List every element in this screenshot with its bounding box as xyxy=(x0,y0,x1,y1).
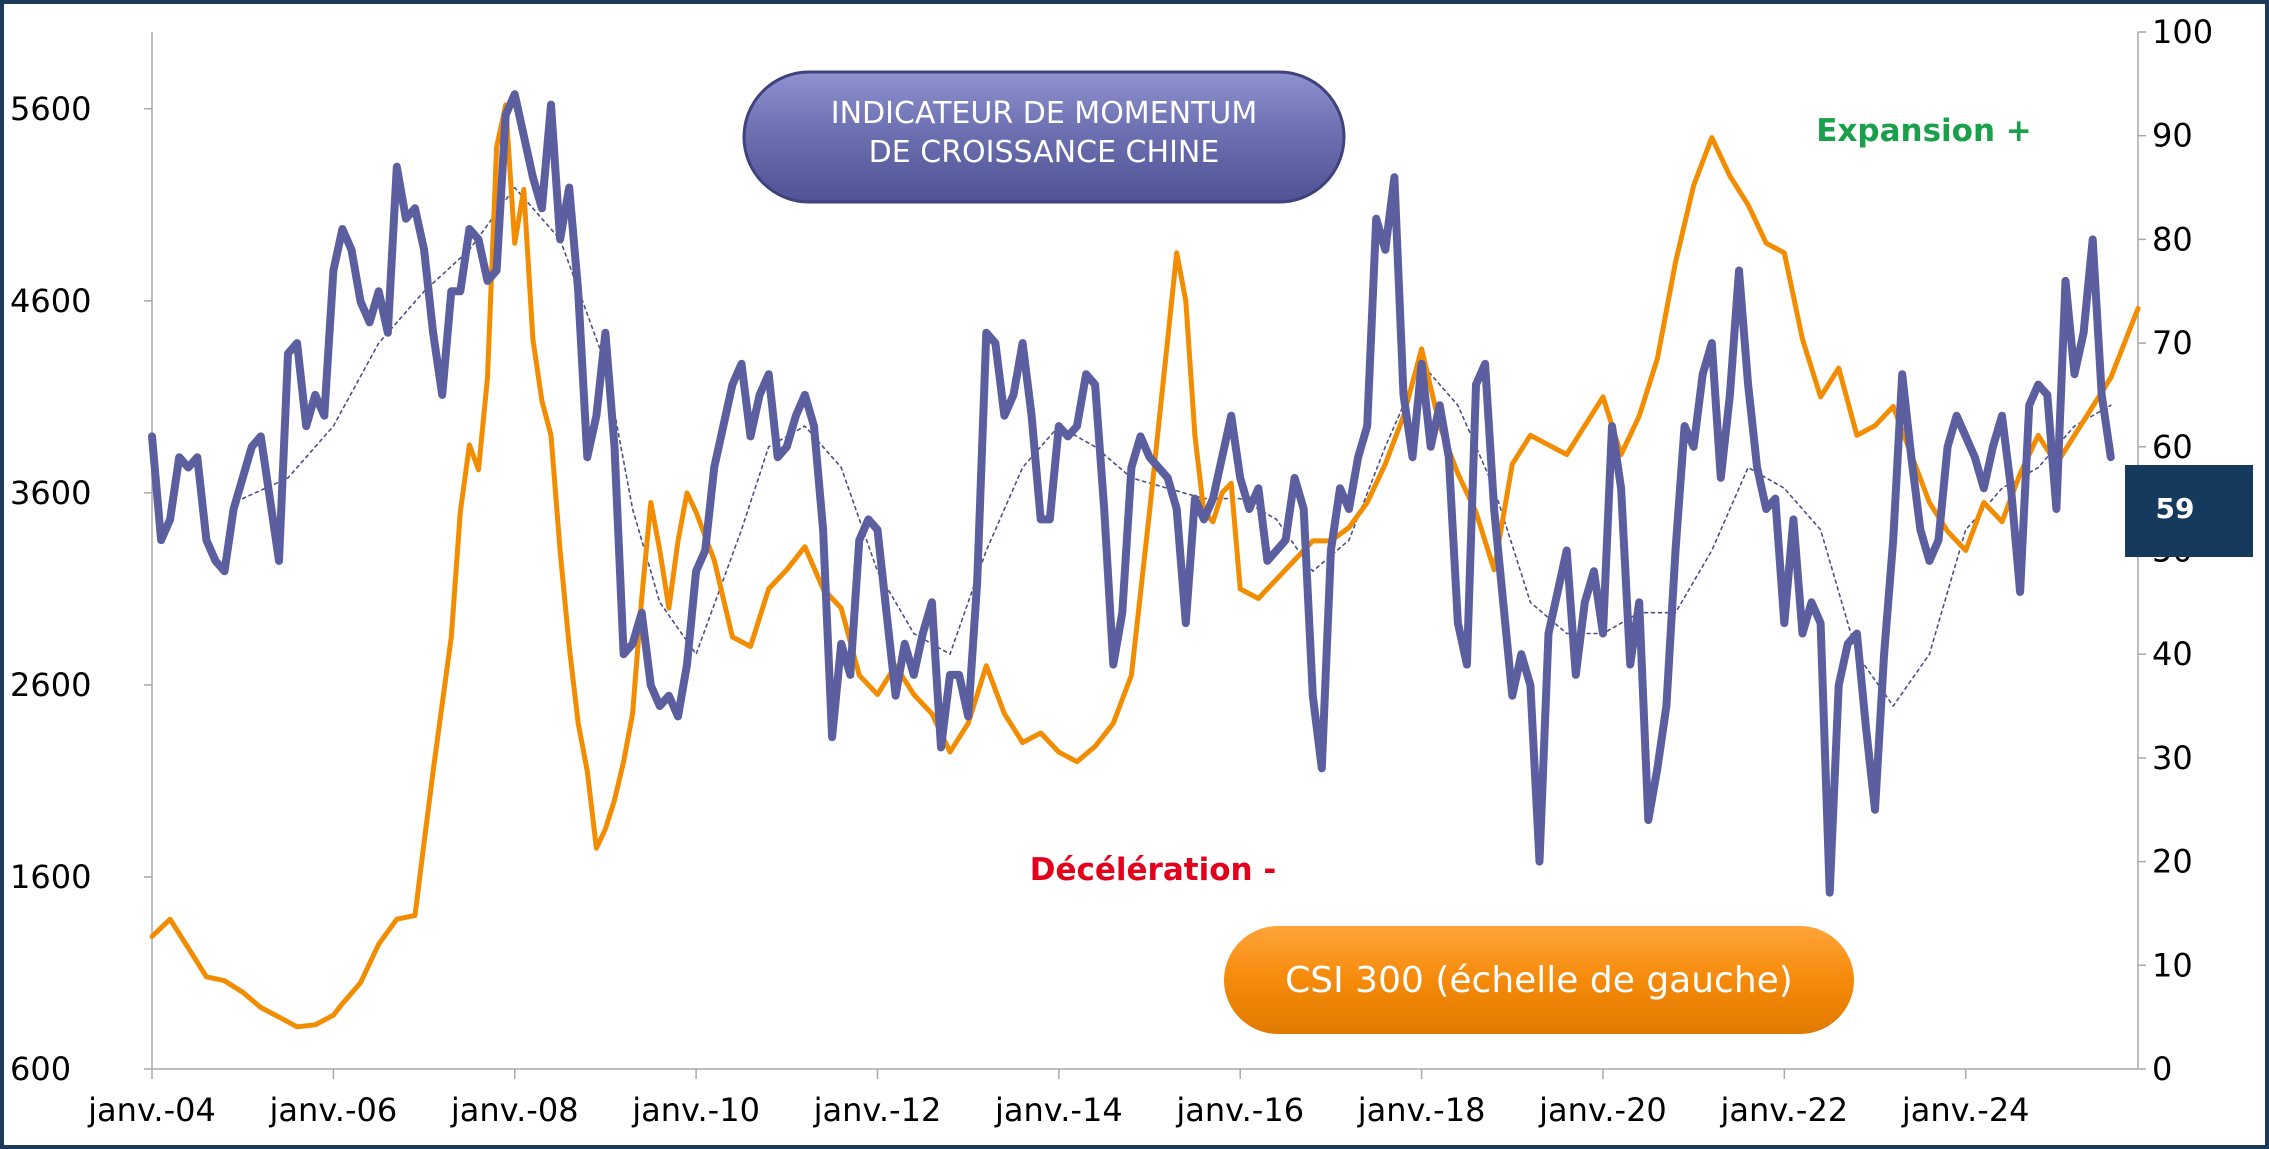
y-right-tick-label: 40 xyxy=(2152,635,2193,673)
x-tick-label: janv.-08 xyxy=(450,1091,579,1129)
axes: 6001600260036004600560001020304050607080… xyxy=(10,13,2213,1129)
y-right-tick-label: 60 xyxy=(2152,428,2193,466)
series-line-csi300 xyxy=(149,102,2141,1030)
x-tick-label: janv.-22 xyxy=(1719,1091,1848,1129)
y-left-tick-label: 3600 xyxy=(10,474,91,512)
y-right-tick-label: 0 xyxy=(2152,1050,2172,1088)
series-label-text: CSI 300 (échelle de gauche) xyxy=(1285,960,1793,1001)
x-tick-label: janv.-20 xyxy=(1538,1091,1667,1129)
annotation-deceleration: Décélération - xyxy=(1030,852,1277,888)
latest-value-text: 59 xyxy=(2156,492,2195,525)
y-left-tick-label: 5600 xyxy=(10,90,91,128)
y-right-tick-label: 10 xyxy=(2152,946,2193,984)
series-layer xyxy=(148,90,2141,1030)
series-label-box: CSI 300 (échelle de gauche) xyxy=(1224,926,1854,1034)
x-tick-label: janv.-04 xyxy=(87,1091,216,1129)
annotation-expansion: Expansion + xyxy=(1816,113,2032,149)
y-right-tick-label: 80 xyxy=(2152,220,2193,258)
x-tick-label: janv.-14 xyxy=(994,1091,1123,1129)
x-tick-label: janv.-16 xyxy=(1175,1091,1304,1129)
x-tick-label: janv.-12 xyxy=(813,1091,942,1129)
title-box: INDICATEUR DE MOMENTUM DE CROISSANCE CHI… xyxy=(742,70,1346,204)
y-left-tick-label: 4600 xyxy=(10,282,91,320)
y-right-tick-label: 90 xyxy=(2152,117,2193,155)
y-left-tick-label: 1600 xyxy=(10,858,91,896)
y-right-tick-label: 100 xyxy=(2152,13,2213,51)
y-right-tick-label: 30 xyxy=(2152,739,2193,777)
x-tick-label: janv.-10 xyxy=(631,1091,760,1129)
y-left-tick-label: 2600 xyxy=(10,666,91,704)
y-left-tick-label: 600 xyxy=(10,1050,71,1088)
x-tick-label: janv.-06 xyxy=(269,1091,398,1129)
series-line-momentum xyxy=(148,90,2115,897)
x-tick-label: janv.-18 xyxy=(1357,1091,1486,1129)
x-tick-label: janv.-24 xyxy=(1901,1091,2030,1129)
title-line-1: INDICATEUR DE MOMENTUM xyxy=(831,96,1258,131)
y-right-tick-label: 20 xyxy=(2152,843,2193,881)
y-right-tick-label: 70 xyxy=(2152,324,2193,362)
latest-value-badge: 59 xyxy=(2125,465,2253,557)
title-line-2: DE CROISSANCE CHINE xyxy=(869,135,1220,170)
